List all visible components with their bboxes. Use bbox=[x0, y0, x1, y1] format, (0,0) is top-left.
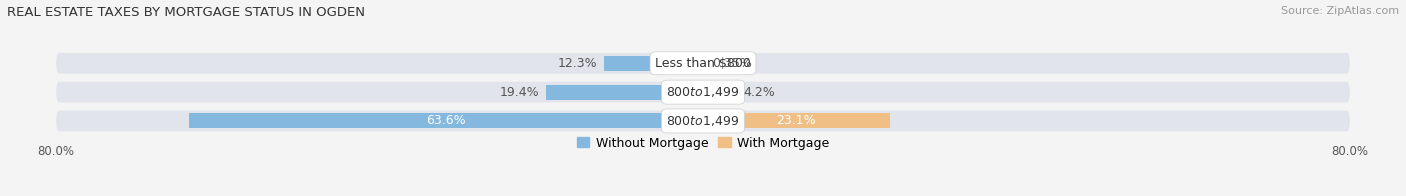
Text: 4.2%: 4.2% bbox=[744, 86, 775, 99]
Text: REAL ESTATE TAXES BY MORTGAGE STATUS IN OGDEN: REAL ESTATE TAXES BY MORTGAGE STATUS IN … bbox=[7, 6, 366, 19]
Text: 23.1%: 23.1% bbox=[776, 114, 817, 127]
Text: $800 to $1,499: $800 to $1,499 bbox=[666, 85, 740, 99]
Bar bbox=[703, 85, 737, 100]
Text: 12.3%: 12.3% bbox=[557, 57, 598, 70]
Legend: Without Mortgage, With Mortgage: Without Mortgage, With Mortgage bbox=[576, 137, 830, 150]
Bar bbox=[603, 56, 703, 71]
Text: Source: ZipAtlas.com: Source: ZipAtlas.com bbox=[1281, 6, 1399, 16]
Text: 19.4%: 19.4% bbox=[501, 86, 540, 99]
Bar bbox=[703, 56, 706, 71]
FancyBboxPatch shape bbox=[56, 82, 1350, 103]
Text: Less than $800: Less than $800 bbox=[655, 57, 751, 70]
Text: 63.6%: 63.6% bbox=[426, 114, 465, 127]
FancyBboxPatch shape bbox=[56, 111, 1350, 131]
Bar bbox=[188, 113, 703, 128]
FancyBboxPatch shape bbox=[56, 53, 1350, 74]
Text: $800 to $1,499: $800 to $1,499 bbox=[666, 114, 740, 128]
Text: 0.35%: 0.35% bbox=[713, 57, 752, 70]
Bar bbox=[703, 113, 890, 128]
Bar bbox=[546, 85, 703, 100]
